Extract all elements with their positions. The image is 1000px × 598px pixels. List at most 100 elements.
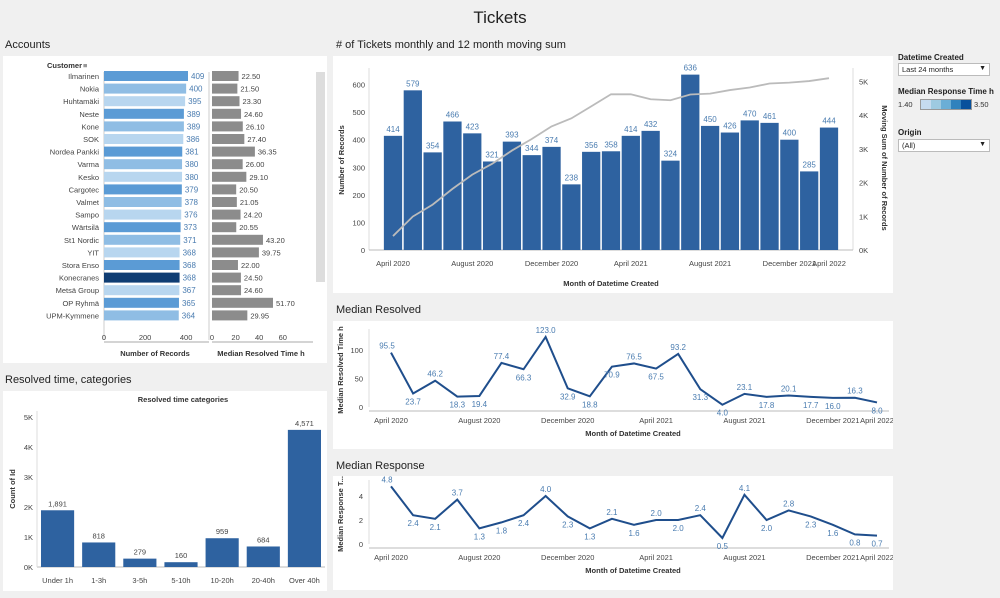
median-resolved-chart[interactable]: 0 50 100 Median Resolved Time h 95.5 23.7 46.2… xyxy=(333,321,894,449)
data-label: 2.1 xyxy=(606,508,618,517)
data-label: 2.3 xyxy=(805,520,817,529)
data-label: 17.7 xyxy=(803,401,819,410)
resolved-bar xyxy=(212,171,247,182)
chart-title: Resolved time categories xyxy=(138,395,228,404)
y-tick: 3K xyxy=(24,473,33,482)
customer-name: Stora Enso xyxy=(62,261,99,270)
x-tick: August 2020 xyxy=(451,259,493,268)
data-label: 2.4 xyxy=(518,519,530,528)
ticket-bar xyxy=(780,139,799,250)
data-label: 46.2 xyxy=(427,370,443,379)
records-label: 400 xyxy=(189,85,203,94)
ticket-bar xyxy=(423,152,442,250)
data-label: 18.3 xyxy=(449,401,465,410)
y-tick: 100 xyxy=(350,346,363,355)
x-tick: April 2021 xyxy=(639,553,673,562)
resolved-bar xyxy=(212,285,242,296)
data-label: 2.0 xyxy=(651,509,663,518)
x-tick: December 2020 xyxy=(525,259,578,268)
records-bar xyxy=(104,71,188,81)
customer-name: UPM-Kymmene xyxy=(46,311,99,320)
category-bar xyxy=(82,542,116,567)
resolved-bar xyxy=(212,184,237,195)
resolved-label: 43.20 xyxy=(266,236,285,245)
data-label: 0.8 xyxy=(849,538,861,547)
data-label: 4.0 xyxy=(717,409,729,418)
accounts-panel: Customer ≡ Ilmarinen 409 22.50 Nokia 400 21.50 H… xyxy=(3,56,327,363)
y-tick: 500 xyxy=(352,108,365,117)
resolved-label: 29.10 xyxy=(249,173,268,182)
median-response-chart[interactable]: 0 2 4 Median Response T... 4.8 2.4 2.1 3.7 1.3 1.… xyxy=(333,475,894,590)
x-axis-title: Number of Records xyxy=(120,349,190,358)
resolved-label: 20.55 xyxy=(239,223,258,232)
x-tick: 1-3h xyxy=(91,576,106,585)
data-label: 4.8 xyxy=(381,476,393,484)
resolved-label: 26.00 xyxy=(246,160,265,169)
y2-tick: 2K xyxy=(859,179,868,188)
data-label: 76.5 xyxy=(626,352,642,361)
category-bar xyxy=(123,558,157,567)
x-tick: August 2021 xyxy=(723,553,765,562)
datetime-filter-select[interactable]: Last 24 months ▼ xyxy=(898,63,990,76)
resolved-bar xyxy=(212,209,241,220)
records-label: 379 xyxy=(185,185,199,194)
ticket-bar-label: 285 xyxy=(803,160,817,169)
ticket-bar-label: 400 xyxy=(783,129,797,138)
resolved-categories-chart[interactable]: Resolved time categories 0K 1K 2K 3K 4K 5K Coun… xyxy=(3,391,327,591)
category-bar xyxy=(164,562,198,567)
records-bar xyxy=(104,184,182,195)
x-tick: 10-20h xyxy=(210,576,233,585)
x-tick: 40 xyxy=(255,333,263,342)
customer-name: St1 Nordic xyxy=(64,236,99,245)
ticket-bar xyxy=(800,171,819,250)
y-tick: 2 xyxy=(359,516,363,525)
data-label: 18.8 xyxy=(582,400,598,409)
ticket-bar-label: 426 xyxy=(723,122,737,131)
y-axis-title: Median Response T... xyxy=(336,476,345,552)
data-label: 2.4 xyxy=(408,519,420,528)
category-bar-label: 160 xyxy=(175,551,188,560)
origin-filter-select[interactable]: (All) ▼ xyxy=(898,139,990,152)
customer-header: Customer xyxy=(47,61,82,70)
records-label: 365 xyxy=(182,299,196,308)
ticket-bar-label: 579 xyxy=(406,79,420,88)
customer-name: Sampo xyxy=(75,211,99,220)
records-bar xyxy=(104,222,181,233)
resolved-categories-title: Resolved time, categories xyxy=(5,374,132,386)
ticket-bar-label: 344 xyxy=(525,144,539,153)
resolved-bar xyxy=(212,96,240,107)
color-legend xyxy=(920,99,972,110)
ticket-bar xyxy=(443,121,462,250)
ticket-bar xyxy=(482,161,502,250)
category-bar-label: 959 xyxy=(216,527,229,536)
resolved-label: 21.50 xyxy=(240,85,259,94)
ticket-bar xyxy=(601,151,621,250)
ticket-bar xyxy=(661,160,680,250)
data-label: 0.5 xyxy=(717,542,729,551)
customer-name: Kone xyxy=(81,122,99,131)
data-label: 2.1 xyxy=(430,523,442,532)
records-label: 380 xyxy=(185,160,199,169)
resolved-bar xyxy=(212,272,241,283)
resolved-bar xyxy=(212,71,239,81)
data-label: 4.1 xyxy=(739,484,751,493)
y-tick: 4 xyxy=(359,492,363,501)
records-label: 381 xyxy=(185,148,199,157)
ticket-bar xyxy=(463,133,482,250)
x-tick: August 2021 xyxy=(689,259,731,268)
category-bar-label: 4,571 xyxy=(295,419,314,428)
data-label: 32.9 xyxy=(560,392,576,401)
customer-name: Neste xyxy=(79,110,99,119)
chevron-down-icon: ▼ xyxy=(979,65,986,72)
metric-line xyxy=(390,485,878,540)
y-tick: 300 xyxy=(352,163,365,172)
x-tick: April 2022 xyxy=(860,416,893,425)
data-label: 0.7 xyxy=(871,540,883,549)
tickets-chart[interactable]: 0 100 200 300 400 500 600 0K 1K 2K 3K 4K 5K Number of… xyxy=(333,56,893,293)
resolved-label: 24.60 xyxy=(244,286,263,295)
ticket-bar-label: 444 xyxy=(822,117,836,126)
y-tick: 0K xyxy=(24,563,33,572)
resolved-label: 20.50 xyxy=(239,185,258,194)
legend-label: Median Response Time h xyxy=(898,87,994,96)
